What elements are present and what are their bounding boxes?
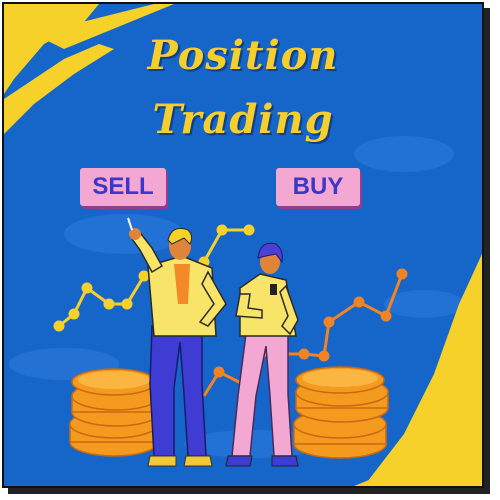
background-texture [9, 136, 464, 458]
buy-tag: BUY [276, 168, 360, 206]
title-line-1: Position [147, 32, 339, 79]
yellow-brush-top-left [4, 4, 174, 134]
coin-stack-right [293, 366, 389, 459]
phone-icon [270, 284, 277, 295]
chart-line-left [53, 224, 255, 332]
chart-line-right [202, 268, 408, 397]
man-figure [127, 217, 227, 467]
poster-frame: Position Trading SELL BUY [2, 2, 484, 488]
sell-tag: SELL [80, 168, 166, 206]
woman-figure [225, 242, 299, 467]
title-line-2: Trading [152, 96, 334, 143]
yellow-brush-bottom-right [354, 254, 482, 486]
coin-stack-left [69, 368, 161, 457]
poster-artwork [4, 4, 482, 486]
